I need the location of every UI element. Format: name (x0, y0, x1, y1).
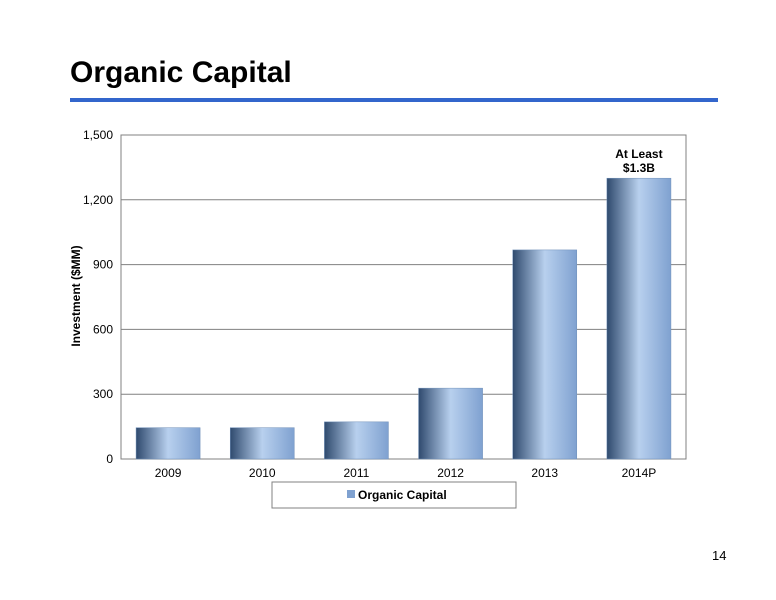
x-tick-label: 2011 (344, 466, 370, 480)
legend-box (271, 481, 517, 509)
y-tick-label: 600 (93, 322, 113, 336)
legend-label: Organic Capital (358, 488, 447, 502)
y-tick-label: 1,200 (83, 193, 113, 207)
bar-annotation: $1.3B (623, 161, 655, 175)
y-tick-label: 1,500 (83, 128, 113, 142)
legend: Organic Capital (271, 481, 517, 509)
bar-2012 (418, 387, 483, 460)
bar-annotation: At Least (615, 147, 662, 161)
bar-2013 (512, 249, 578, 460)
page-number: 14 (712, 548, 727, 563)
legend-swatch (347, 490, 355, 498)
x-tick-label: 2012 (437, 466, 464, 480)
plot-area (120, 134, 687, 460)
x-tick-label: 2013 (531, 466, 558, 480)
bar-2011 (324, 421, 389, 460)
y-tick-label: 300 (93, 387, 113, 401)
page-title: Organic Capital (70, 56, 292, 89)
bar-2009 (135, 427, 201, 460)
x-tick-label: 2009 (155, 466, 182, 480)
x-tick-label: 2014P (622, 466, 657, 480)
y-tick-label: 0 (106, 452, 113, 466)
title-underline (70, 98, 718, 102)
bar-2014P (606, 177, 672, 460)
y-tick-label: 900 (93, 258, 113, 272)
x-tick-label: 2010 (249, 466, 276, 480)
y-axis-label: Investment ($MM) (69, 245, 83, 346)
bar-2010 (229, 427, 295, 460)
